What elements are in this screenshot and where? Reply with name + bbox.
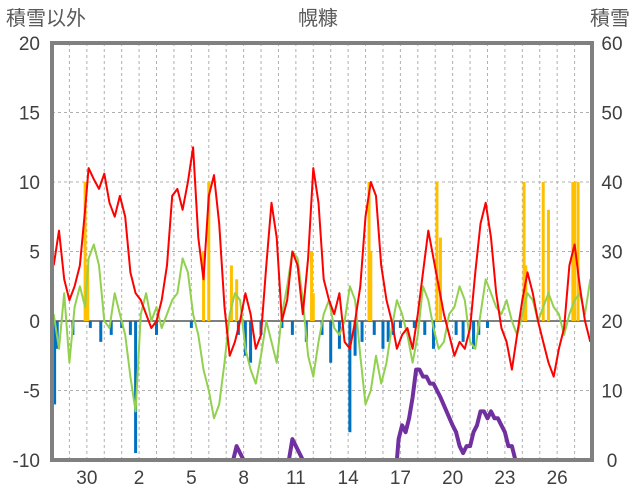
negative-bar	[249, 321, 253, 363]
precip-bar	[369, 251, 373, 321]
negative-bar	[189, 321, 193, 328]
left-tick-labels: 20 15 10 5 0 -5 -10	[13, 34, 40, 472]
precip-bar	[202, 251, 206, 321]
negative-bar	[280, 321, 284, 328]
left-tick-label: 5	[29, 243, 40, 264]
snow-depth-line	[52, 367, 592, 462]
negative-bar	[353, 321, 357, 356]
green-series-line	[52, 243, 592, 420]
left-tick-label: 20	[19, 34, 40, 55]
negative-bar	[329, 321, 333, 363]
red-series-line	[52, 146, 592, 378]
negative-bar	[454, 321, 458, 335]
negative-bar	[398, 321, 402, 328]
negative-bar	[134, 321, 138, 454]
right-tick-label: 20	[601, 312, 622, 333]
negative-bar	[128, 321, 132, 335]
x-tick-label: 14	[338, 468, 360, 489]
precip-bar	[229, 265, 233, 321]
left-tick-label: -10	[13, 451, 40, 472]
precip-bar	[367, 182, 371, 321]
right-axis-label: 積雪	[590, 6, 630, 30]
negative-bar	[290, 321, 294, 335]
negative-bar	[386, 321, 390, 342]
x-tick-labels: 30 2 5 8 11 14 17 20 23 26	[76, 468, 567, 489]
x-tick-label: 5	[186, 468, 197, 489]
bar-series	[53, 182, 580, 454]
right-tick-label: 40	[601, 173, 622, 194]
left-tick-label: 15	[19, 104, 40, 125]
line-series	[52, 146, 592, 462]
negative-bar	[360, 321, 364, 342]
left-tick-label: -5	[23, 382, 40, 403]
precip-bar	[83, 182, 87, 321]
negative-bar	[243, 321, 247, 356]
precip-bar	[207, 182, 211, 321]
negative-bar	[53, 321, 57, 405]
x-tick-label: 26	[547, 468, 568, 489]
x-tick-label: 17	[390, 468, 411, 489]
precip-bar	[86, 265, 90, 321]
x-tick-label: 23	[494, 468, 515, 489]
negative-bar	[381, 321, 385, 349]
precip-bar	[541, 182, 545, 321]
x-tick-label: 30	[76, 468, 97, 489]
x-tick-label: 8	[238, 468, 249, 489]
right-tick-label: 30	[601, 243, 622, 264]
negative-bar	[472, 321, 476, 349]
precip-bar	[522, 182, 526, 321]
left-tick-label: 10	[19, 173, 40, 194]
precip-bar	[235, 279, 239, 321]
negative-bar	[431, 321, 435, 349]
right-tick-labels: 60 50 40 30 20 10 0	[601, 34, 622, 472]
precip-bar	[310, 251, 314, 321]
negative-bar	[485, 321, 489, 328]
negative-bar	[423, 321, 427, 335]
plot-frame	[50, 41, 594, 462]
negative-bar	[348, 321, 352, 433]
precip-bar	[438, 237, 442, 321]
negative-bar	[461, 321, 465, 342]
precip-bar	[311, 293, 315, 321]
x-tick-label: 2	[134, 468, 145, 489]
negative-bar	[99, 321, 103, 342]
negative-bar	[155, 321, 159, 335]
left-tick-label: 0	[29, 312, 40, 333]
x-tick-label: 11	[286, 468, 306, 489]
left-axis-label: 積雪以外	[6, 6, 86, 30]
precip-bar	[576, 182, 580, 321]
negative-bar	[412, 321, 416, 328]
precip-bar	[524, 265, 528, 321]
chart-title: 幌糠	[298, 6, 338, 30]
right-tick-label: 60	[601, 34, 622, 55]
precip-bar	[546, 209, 550, 321]
right-tick-label: 0	[607, 451, 618, 472]
negative-bar	[109, 321, 113, 335]
precip-bar	[435, 182, 439, 321]
x-tick-label: 20	[442, 468, 463, 489]
right-tick-label: 10	[601, 382, 622, 403]
negative-bar	[88, 321, 92, 328]
negative-bar	[372, 321, 376, 335]
right-tick-label: 50	[601, 104, 622, 125]
